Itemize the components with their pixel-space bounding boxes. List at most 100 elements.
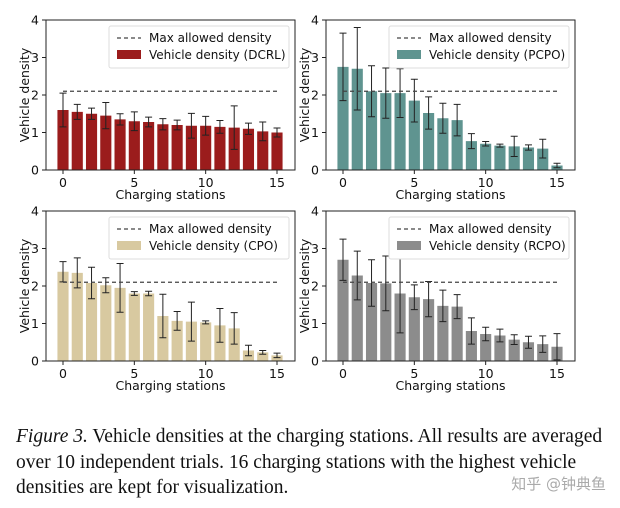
bar — [85, 113, 98, 170]
bar — [365, 91, 378, 170]
bar — [365, 283, 378, 361]
y-tick-label: 0 — [311, 354, 319, 369]
chart-panel-3: 0 1 2 3 4 0 5 10 15 Charging stations Vehicle dens… — [297, 204, 576, 393]
x-tick-label: 5 — [410, 366, 418, 381]
bar — [157, 316, 169, 361]
legend — [108, 216, 290, 260]
x-tick-label: 0 — [59, 175, 67, 190]
bar — [100, 285, 112, 361]
bar — [200, 125, 212, 170]
y-axis-label: Vehicle density — [17, 47, 32, 142]
bar — [143, 122, 155, 170]
y-tick-label: 1 — [31, 316, 39, 331]
legend-threshold-label: Max allowed density — [149, 222, 272, 236]
bar — [85, 283, 98, 361]
bar — [437, 305, 449, 361]
bar — [465, 141, 477, 170]
bar — [465, 331, 477, 361]
bar — [71, 111, 83, 170]
y-tick-label: 2 — [31, 88, 39, 103]
bar — [494, 335, 506, 361]
bar — [337, 66, 349, 170]
bar — [114, 287, 126, 361]
y-tick-label: 2 — [31, 279, 39, 294]
bar — [451, 306, 463, 361]
y-tick-label: 3 — [311, 241, 319, 256]
chart-panel-1: 0 1 2 3 4 0 5 10 15 Charging stations Vehicle dens… — [297, 13, 576, 202]
bar — [214, 325, 226, 361]
x-tick-label: 15 — [549, 366, 565, 381]
bar — [394, 93, 406, 170]
bar — [337, 259, 349, 361]
legend — [388, 216, 570, 260]
y-tick-label: 4 — [31, 13, 39, 28]
bar — [200, 322, 212, 361]
bar — [71, 272, 83, 361]
legend-bar-swatch — [397, 50, 421, 59]
bar — [214, 126, 226, 170]
legend-bar-swatch — [117, 50, 141, 59]
bar — [185, 125, 197, 170]
bar — [143, 293, 155, 361]
x-tick-label: 5 — [410, 175, 418, 190]
y-tick-label: 4 — [311, 204, 319, 219]
bar — [437, 118, 449, 170]
y-tick-label: 1 — [311, 125, 319, 140]
x-tick-label: 5 — [130, 175, 138, 190]
bar — [57, 110, 69, 170]
y-axis-label: Vehicle density — [17, 238, 32, 333]
bar — [171, 320, 183, 361]
bar — [242, 128, 255, 170]
x-axis-label: Charging stations — [116, 187, 226, 202]
bar — [480, 334, 492, 361]
bar — [423, 113, 435, 170]
chart-panel-0: 0 1 2 3 4 0 5 10 15 Charging stations Vehicle dens… — [17, 13, 296, 202]
caption-label: Figure 3. — [16, 426, 88, 447]
legend-series-label: Vehicle density (DCRL) — [149, 48, 286, 62]
legend-bar-swatch — [397, 241, 421, 250]
bar — [57, 271, 69, 361]
x-tick-label: 15 — [269, 175, 285, 190]
bar — [408, 100, 420, 170]
y-tick-label: 3 — [31, 50, 39, 65]
x-tick-label: 15 — [269, 366, 285, 381]
legend-series-label: Vehicle density (PCPO) — [429, 48, 565, 62]
bar — [257, 352, 269, 361]
bar — [522, 147, 535, 170]
bar — [380, 93, 392, 170]
legend-series-label: Vehicle density (RCPO) — [429, 239, 566, 253]
y-tick-label: 4 — [311, 13, 319, 28]
x-tick-label: 10 — [478, 175, 494, 190]
chart-panel-2: 0 1 2 3 4 0 5 10 15 Charging stations Vehicle dens… — [17, 204, 296, 393]
bar — [271, 355, 283, 361]
bar — [351, 275, 363, 361]
legend-bar-swatch — [117, 241, 141, 250]
x-tick-label: 0 — [339, 175, 347, 190]
legend-series-label: Vehicle density (CPO) — [149, 239, 278, 253]
x-axis-label: Charging stations — [116, 378, 226, 393]
x-tick-label: 0 — [59, 366, 67, 381]
legend-threshold-label: Max allowed density — [149, 31, 272, 45]
y-axis-label: Vehicle density — [297, 238, 312, 333]
bar — [128, 121, 140, 170]
bar — [351, 68, 363, 170]
legend — [108, 25, 290, 69]
bar — [171, 125, 183, 170]
x-tick-label: 10 — [198, 175, 214, 190]
y-tick-label: 1 — [311, 316, 319, 331]
bar — [451, 120, 463, 170]
y-tick-label: 0 — [31, 354, 39, 369]
y-tick-label: 3 — [311, 50, 319, 65]
watermark: 知乎 @钟典鱼 — [511, 475, 606, 493]
x-axis-label: Charging stations — [396, 378, 506, 393]
y-tick-label: 3 — [31, 241, 39, 256]
x-tick-label: 10 — [478, 366, 494, 381]
y-tick-label: 0 — [31, 163, 39, 178]
caption-text: Vehicle densities at the charging statio… — [16, 426, 603, 498]
bar — [408, 297, 420, 361]
bar — [100, 115, 112, 170]
bar — [114, 119, 126, 170]
x-tick-label: 5 — [130, 366, 138, 381]
bar — [228, 328, 240, 361]
legend-threshold-label: Max allowed density — [429, 222, 552, 236]
